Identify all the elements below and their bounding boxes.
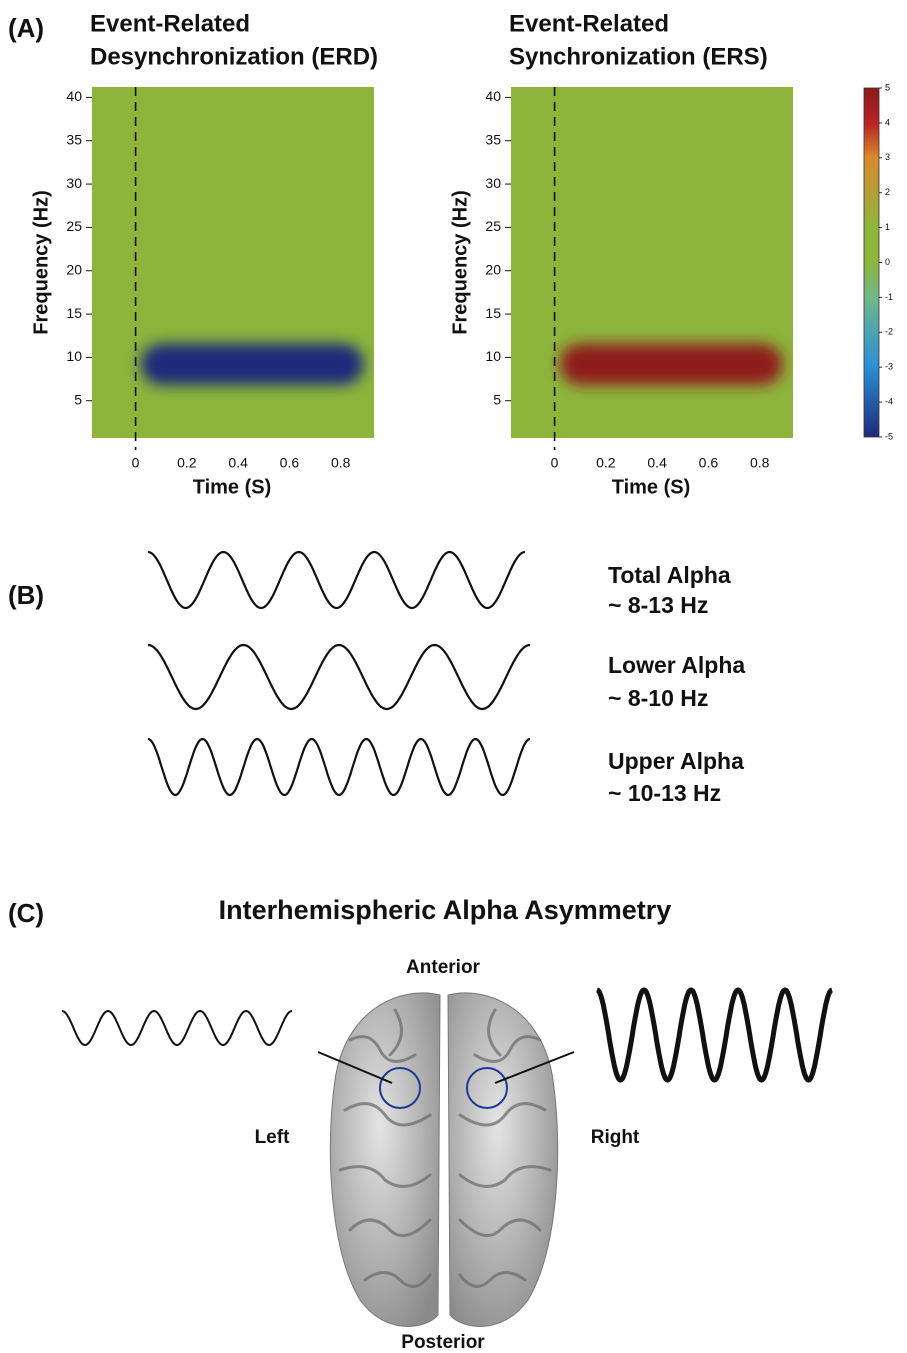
panel-label: (C) <box>8 898 44 928</box>
wave-range: ~ 8-13 Hz <box>608 592 708 618</box>
colorbar-tick-label: 4 <box>885 117 890 127</box>
y-tick-label: 10 <box>485 348 501 364</box>
wave-label: Total Alpha <box>608 562 731 588</box>
y-tick-label: 15 <box>66 305 82 321</box>
y-axis-label: Frequency (Hz) <box>449 190 471 334</box>
x-tick-label: 0.6 <box>280 455 300 471</box>
colorbar-tick-label: -5 <box>885 431 893 441</box>
colorbar-tick-label: 3 <box>885 152 890 162</box>
wave-range: ~ 10-13 Hz <box>608 780 721 806</box>
wave-label: Lower Alpha <box>608 652 745 678</box>
x-tick-label: 0.2 <box>177 455 197 471</box>
chart-title: Synchronization (ERS) <box>509 43 768 70</box>
x-tick-label: 0 <box>551 455 559 471</box>
y-tick-label: 20 <box>66 261 82 277</box>
x-tick-label: 0.4 <box>647 455 667 471</box>
colorbar-tick-label: -4 <box>885 396 893 406</box>
x-tick-label: 0.8 <box>750 455 770 471</box>
colorbar-tick-label: 5 <box>885 82 890 92</box>
colorbar-tick-label: 0 <box>885 257 890 267</box>
y-tick-label: 35 <box>66 131 82 147</box>
x-tick-label: 0 <box>132 455 140 471</box>
panel-title: Interhemispheric Alpha Asymmetry <box>219 895 672 925</box>
left-wave <box>62 1011 292 1045</box>
right-wave <box>597 990 832 1080</box>
figure: (A) (B) (C) Total Alpha ~ 8-13 Hz Lower … <box>0 0 907 1353</box>
y-tick-label: 25 <box>66 218 82 234</box>
y-tick-label: 40 <box>66 88 82 104</box>
regions <box>560 344 783 386</box>
x-tick-label: 0.8 <box>331 455 351 471</box>
alpha-wave <box>148 645 530 709</box>
heatmap-region <box>141 344 364 386</box>
chart-title: Event-Related <box>90 10 250 37</box>
direction-label: Anterior <box>406 957 481 978</box>
colorbar <box>864 88 879 437</box>
y-tick-label: 20 <box>485 261 501 277</box>
brain <box>318 993 574 1327</box>
y-axis-label: Frequency (Hz) <box>30 190 52 334</box>
x-tick-label: 0.4 <box>228 455 248 471</box>
chart-title: Event-Related <box>509 10 669 37</box>
wave-label: Upper Alpha <box>608 748 744 774</box>
x-tick-label: 0.6 <box>699 455 719 471</box>
panel-label: (B) <box>8 580 44 610</box>
alpha-wave <box>148 739 530 795</box>
x-tick-label: 0.2 <box>596 455 616 471</box>
y-tick-label: 25 <box>485 218 501 234</box>
x-axis-label: Time (S) <box>193 476 272 498</box>
heatmap-background <box>92 87 374 438</box>
y-tick-label: 40 <box>485 88 501 104</box>
y-tick-label: 30 <box>485 175 501 191</box>
direction-label: Right <box>591 1127 640 1148</box>
direction-label: Posterior <box>401 1332 485 1353</box>
heatmap-region <box>560 344 783 386</box>
y-tick-label: 30 <box>66 175 82 191</box>
direction-label: Left <box>255 1127 291 1148</box>
x-axis-label: Time (S) <box>612 476 691 498</box>
colorbar-tick-label: 2 <box>885 187 890 197</box>
heatmap-background <box>511 87 793 438</box>
colorbar-tick-label: 1 <box>885 222 890 232</box>
wave-range: ~ 8-10 Hz <box>608 685 708 711</box>
panel-label: (A) <box>8 13 44 43</box>
regions <box>141 344 364 386</box>
y-tick-label: 35 <box>485 131 501 147</box>
y-tick-label: 15 <box>485 305 501 321</box>
colorbar-tick-label: -3 <box>885 362 893 372</box>
y-tick-label: 5 <box>74 391 82 407</box>
y-tick-label: 10 <box>66 348 82 364</box>
y-tick-label: 5 <box>493 391 501 407</box>
colorbar-tick-label: -2 <box>885 327 893 337</box>
chart-title: Desynchronization (ERD) <box>90 43 378 70</box>
alpha-wave <box>148 552 525 608</box>
colorbar-tick-label: -1 <box>885 292 893 302</box>
